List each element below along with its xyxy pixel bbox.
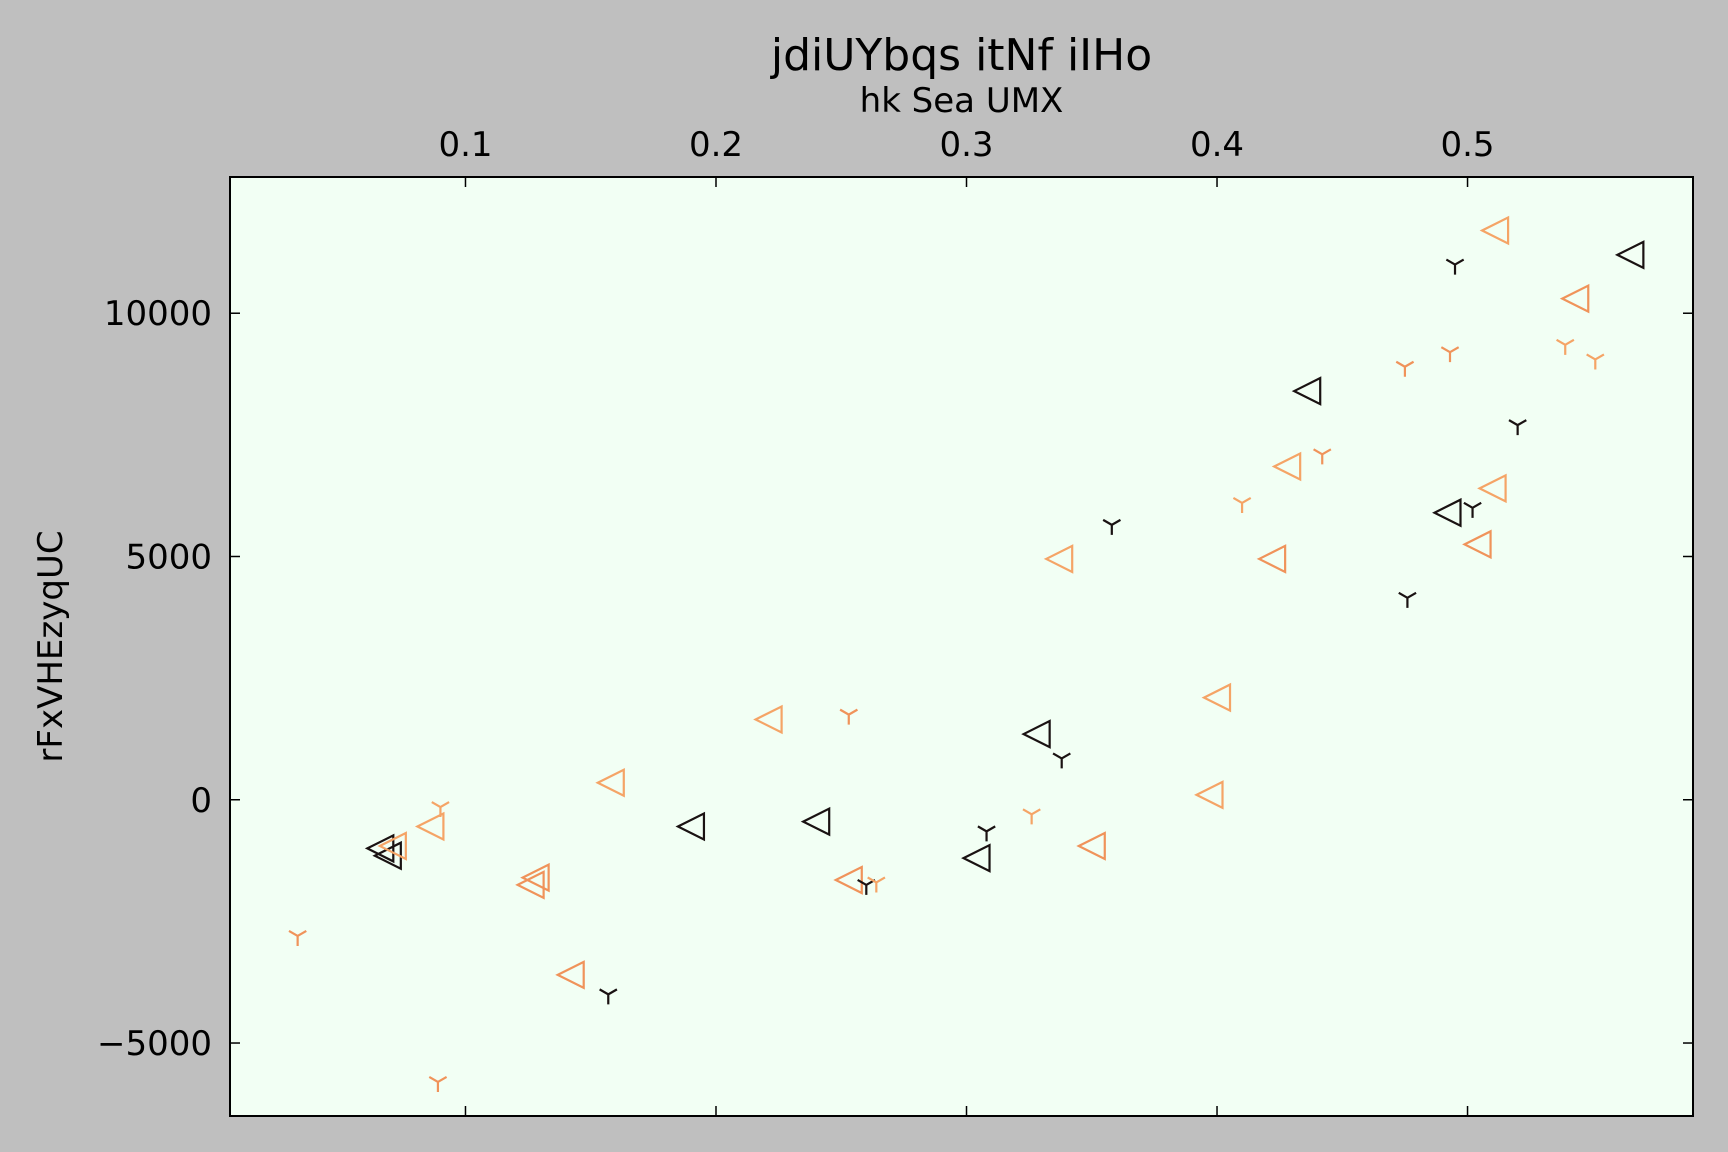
tri-down-marker — [288, 930, 307, 946]
tri-down-marker — [1052, 752, 1071, 769]
tri-down-marker — [1398, 591, 1417, 608]
triangle-marker — [364, 833, 395, 864]
tri-down-marker — [1445, 258, 1465, 275]
triangle-marker — [675, 811, 706, 842]
triangle-marker — [1432, 497, 1462, 528]
x-tick-label: 0.3 — [939, 125, 993, 165]
triangle-marker — [1479, 215, 1510, 246]
tri-down-marker — [977, 825, 996, 842]
x-tick-label: 0.1 — [438, 125, 492, 165]
tri-down-marker — [431, 801, 450, 818]
x-axis-label: hk Sea UMX — [860, 81, 1064, 121]
x-tick-label: 0.4 — [1190, 125, 1244, 165]
triangle-marker — [520, 862, 550, 893]
triangle-marker — [1614, 240, 1645, 270]
tri-down-marker — [1508, 419, 1527, 436]
x-axis-ticks: 0.1 0.2 0.3 0.4 0.5 — [438, 125, 1495, 1116]
chart-title: jdiUYbqs itNf iIHo — [770, 30, 1152, 81]
triangle-marker — [800, 806, 831, 837]
tri-down-marker — [839, 708, 858, 725]
x-tick-label: 0.2 — [689, 125, 743, 165]
triangle-marker — [1194, 780, 1224, 810]
triangle-marker — [1477, 473, 1507, 504]
y-tick-label: 10000 — [104, 294, 212, 334]
tri-down-marker — [1102, 518, 1122, 535]
triangle-marker — [833, 865, 863, 895]
tri-down-marker — [1463, 501, 1482, 518]
tri-down-marker — [1440, 346, 1460, 363]
triangle-marker — [1271, 451, 1302, 482]
tri-down-marker — [1395, 360, 1415, 377]
triangle-marker — [1043, 544, 1074, 574]
y-axis-ticks: −5000 0 5000 10000 — [97, 294, 1693, 1064]
tri-down-marker — [1586, 353, 1605, 370]
tri-down-marker — [428, 1075, 448, 1092]
tri-down-marker — [867, 876, 886, 893]
tri-down-marker — [599, 988, 618, 1005]
plot-frame — [229, 176, 1694, 1117]
triangle-marker — [961, 843, 991, 873]
triangle-marker — [1021, 719, 1051, 749]
tri-down-marker — [1022, 808, 1041, 825]
triangle-marker — [515, 870, 545, 900]
triangle-marker — [1291, 376, 1322, 406]
data-points — [288, 215, 1645, 1092]
plot-area — [230, 177, 1693, 1116]
tri-down-marker — [1232, 497, 1252, 513]
triangle-marker — [555, 960, 585, 990]
y-tick-label: 0 — [190, 781, 212, 821]
triangle-marker — [414, 811, 445, 842]
triangle-marker — [1076, 831, 1106, 861]
triangle-marker — [1462, 529, 1492, 560]
triangle-marker — [1256, 544, 1287, 574]
tri-down-marker — [1313, 448, 1332, 465]
triangle-marker — [1201, 682, 1232, 713]
y-tick-label: 5000 — [125, 537, 212, 577]
triangle-marker — [595, 767, 625, 798]
triangle-marker — [753, 704, 783, 735]
y-tick-label: −5000 — [97, 1024, 212, 1064]
triangle-marker — [1559, 283, 1590, 314]
tri-down-marker — [1556, 338, 1575, 355]
triangle-marker — [377, 831, 407, 861]
y-axis-label: rFxVHEzyqUC — [31, 530, 71, 762]
x-tick-label: 0.5 — [1440, 125, 1494, 165]
